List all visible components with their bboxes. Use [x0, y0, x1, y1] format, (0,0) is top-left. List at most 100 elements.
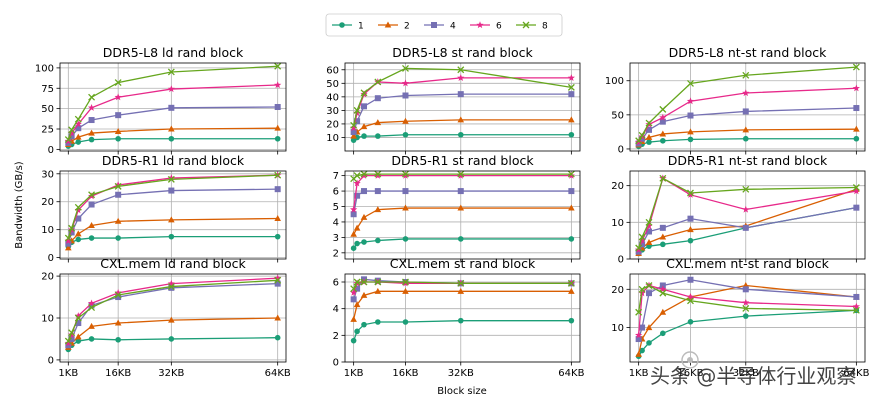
data-point	[375, 237, 381, 244]
data-point	[457, 116, 465, 123]
series-2	[350, 287, 575, 322]
data-point	[853, 135, 860, 142]
series-line	[67, 174, 278, 239]
y-tick-label: 20	[326, 119, 339, 130]
data-point	[74, 206, 82, 214]
data-point	[88, 322, 95, 329]
data-point	[645, 282, 653, 289]
y-tick-label: 0	[333, 358, 339, 369]
data-point	[853, 125, 860, 132]
data-point	[361, 103, 368, 110]
data-point	[401, 79, 410, 87]
data-point	[75, 215, 82, 222]
data-point	[68, 133, 75, 140]
series-line	[353, 190, 572, 215]
data-point	[686, 293, 695, 301]
data-point	[457, 317, 464, 324]
data-point	[74, 312, 82, 319]
subplot-title: CXL.mem ld rand block	[100, 256, 246, 271]
legend-marker	[431, 22, 437, 28]
data-point	[114, 127, 122, 134]
legend-entry-4: 4	[424, 22, 456, 32]
data-point	[354, 240, 360, 247]
data-point	[168, 336, 175, 342]
data-point	[64, 337, 72, 345]
y-tick-label: 10	[611, 323, 624, 334]
data-point	[639, 324, 646, 331]
data-point	[687, 297, 694, 305]
data-point	[360, 213, 368, 220]
legend-label: 2	[404, 22, 410, 32]
series-2	[635, 281, 860, 357]
data-point	[742, 71, 750, 79]
data-point	[853, 293, 860, 300]
subplot-9: 10 20 1KB 16KB 32KB 64KB CXL.mem nt-st rand bl…	[611, 256, 869, 379]
series-4	[65, 280, 281, 349]
series-line	[353, 207, 572, 235]
y-tick-label: 20	[41, 197, 54, 208]
data-point	[64, 136, 72, 144]
y-tick-label: 2	[333, 248, 339, 259]
data-point	[68, 329, 76, 337]
data-point	[401, 279, 410, 287]
data-point	[88, 201, 95, 208]
series-8	[350, 278, 575, 293]
series-2	[350, 204, 575, 237]
data-point	[646, 340, 652, 346]
subplot-5: 2 3 4 5 6 7 DDR5-R1 st rand block	[333, 153, 581, 263]
y-tick-label: 60	[326, 65, 339, 76]
data-point	[659, 105, 667, 113]
data-point	[88, 129, 95, 136]
y-tick-label: 40	[326, 92, 339, 103]
data-point	[457, 236, 464, 242]
data-point	[361, 133, 367, 139]
y-tick-label: 50	[326, 79, 339, 90]
data-point	[350, 296, 357, 303]
data-point	[114, 79, 122, 87]
legend-entry-1: 1	[332, 22, 364, 32]
data-point	[114, 319, 122, 326]
data-point	[635, 331, 643, 339]
plot-frame	[629, 62, 866, 152]
data-point	[274, 81, 282, 89]
data-point	[114, 181, 122, 189]
data-point	[114, 217, 122, 224]
data-point	[360, 170, 368, 178]
y-tick-label: 100	[35, 63, 54, 74]
data-point	[402, 170, 409, 178]
data-point	[638, 131, 646, 139]
data-point	[360, 89, 368, 97]
y-tick-label: 10	[326, 133, 339, 144]
data-point	[638, 236, 646, 244]
data-point	[567, 74, 575, 81]
data-point	[687, 215, 694, 222]
data-point	[168, 187, 175, 194]
data-point	[567, 171, 575, 179]
series-4	[65, 104, 281, 146]
data-point	[87, 299, 96, 307]
data-point	[635, 248, 642, 255]
data-point	[457, 170, 465, 178]
legend-marker	[384, 21, 392, 28]
data-point	[88, 93, 96, 101]
x-tick-label: 64KB	[265, 368, 291, 379]
y-tick-label: 75	[41, 84, 54, 95]
data-point	[374, 206, 382, 213]
y-tick-label: 6	[333, 187, 339, 198]
data-point	[402, 278, 409, 286]
data-point	[742, 298, 750, 306]
data-point	[568, 204, 575, 211]
series-8	[635, 63, 860, 145]
data-point	[567, 170, 575, 178]
y-tick-label: 6	[333, 278, 339, 289]
data-point	[742, 185, 750, 193]
data-point	[88, 136, 95, 143]
data-point	[68, 129, 76, 137]
data-point	[350, 205, 358, 213]
legend-label: 8	[542, 22, 548, 32]
y-tick-label: 30	[41, 169, 54, 180]
plot-frame	[59, 170, 287, 260]
data-point	[350, 337, 357, 344]
series-4	[350, 188, 575, 218]
data-point	[64, 339, 72, 347]
